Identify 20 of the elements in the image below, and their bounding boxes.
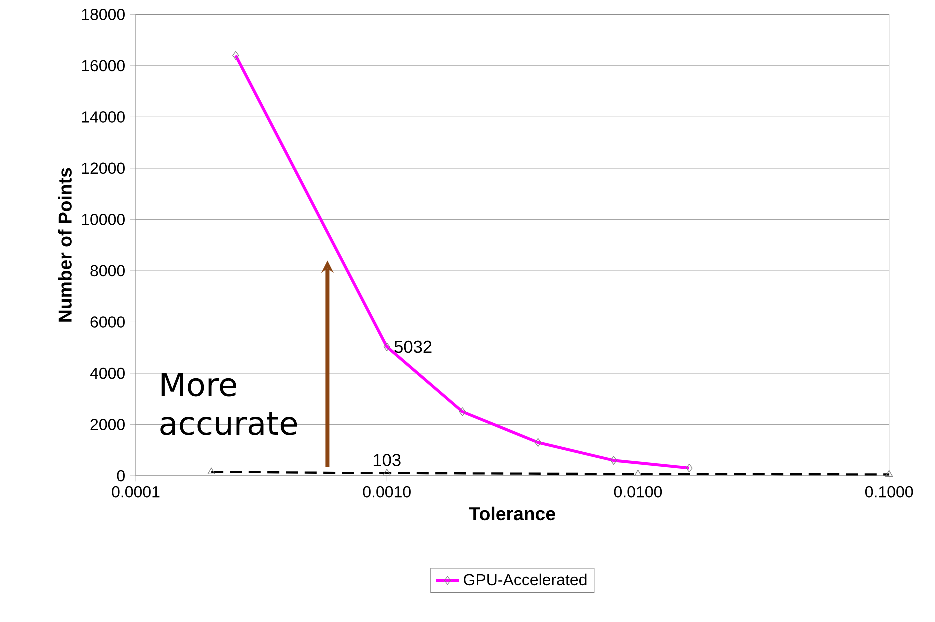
y-tick-label: 12000 (82, 162, 125, 174)
x-tick-label: 0.1000 (865, 486, 914, 498)
x-tick-label: 0.0100 (614, 486, 662, 498)
x-tick-label: 0.0001 (112, 486, 160, 498)
y-tick-label: 8000 (90, 265, 125, 277)
y-tick-label: 10000 (82, 214, 125, 226)
y-tick-label: 18000 (82, 9, 125, 20)
x-axis-title: Tolerance (469, 506, 556, 521)
y-tick-label: 0 (117, 470, 125, 482)
legend-label: GPU-Accelerated (464, 574, 587, 586)
data-label: 5032 (394, 340, 432, 354)
y-tick-label: 4000 (90, 368, 125, 380)
y-tick-label: 16000 (82, 60, 125, 72)
y-axis-title: Number of Points (58, 168, 72, 322)
y-tick-label: 6000 (90, 316, 125, 328)
annotation: More accurate (160, 372, 298, 436)
y-tick-label: 2000 (90, 419, 125, 430)
x-tick-label: 0.0010 (363, 486, 411, 498)
data-label: 103 (374, 454, 401, 466)
y-tick-label: 14000 (82, 112, 125, 123)
